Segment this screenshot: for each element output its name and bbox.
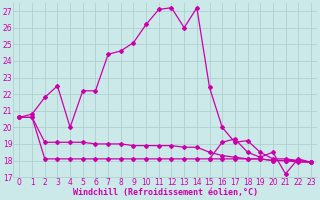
X-axis label: Windchill (Refroidissement éolien,°C): Windchill (Refroidissement éolien,°C) [73, 188, 258, 197]
